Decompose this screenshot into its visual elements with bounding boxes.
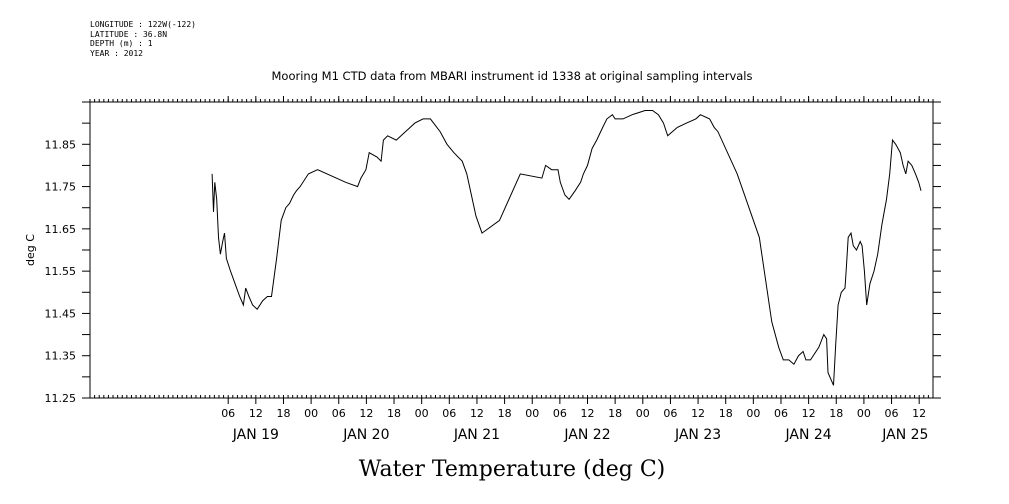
- x-tick-label: 18: [276, 407, 290, 420]
- x-tick-label: 00: [636, 407, 650, 420]
- x-tick-label: 12: [470, 407, 484, 420]
- x-tick-label: 12: [691, 407, 705, 420]
- y-tick-label: 11.75: [45, 181, 77, 194]
- x-axis-label: Water Temperature (deg C): [359, 457, 666, 482]
- x-day-label: JAN 24: [785, 427, 832, 443]
- x-tick-label: 06: [442, 407, 456, 420]
- x-tick-label: 18: [608, 407, 622, 420]
- x-day-label: JAN 21: [453, 427, 500, 443]
- x-tick-label: 06: [221, 407, 235, 420]
- y-tick-label: 11.65: [45, 223, 77, 236]
- x-tick-label: 00: [304, 407, 318, 420]
- x-tick-label: 00: [525, 407, 539, 420]
- x-tick-label: 06: [332, 407, 346, 420]
- y-tick-label: 11.25: [45, 392, 77, 405]
- plot-frame: [89, 101, 934, 399]
- x-tick-label: 06: [774, 407, 788, 420]
- x-day-label: JAN 25: [881, 427, 928, 443]
- latitude-text: LATITUDE : 36.8N: [90, 29, 168, 39]
- x-day-label: JAN 23: [674, 427, 721, 443]
- x-tick-label: 12: [912, 407, 926, 420]
- axis-ticks: [82, 96, 941, 404]
- year-text: YEAR : 2012: [90, 48, 143, 58]
- x-tick-label: 06: [885, 407, 899, 420]
- x-day-label: JAN 19: [232, 427, 279, 443]
- x-tick-label: 12: [249, 407, 263, 420]
- x-tick-label: 00: [857, 407, 871, 420]
- x-tick-label: 06: [663, 407, 677, 420]
- x-tick-label: 06: [553, 407, 567, 420]
- x-day-label: JAN 22: [563, 427, 610, 443]
- y-tick-label: 11.55: [45, 265, 77, 278]
- x-tick-label: 12: [802, 407, 816, 420]
- series-line: [211, 110, 922, 386]
- x-tick-label: 00: [415, 407, 429, 420]
- x-tick-label: 12: [359, 407, 373, 420]
- y-tick-label: 11.45: [45, 307, 77, 320]
- metadata-block: LONGITUDE : 122W(-122) LATITUDE : 36.8N …: [90, 20, 196, 58]
- axis-tick-labels: 06 12 18 00 06 12 18 00 06 12 18 00 06 12 18 00 06 12 18 00…: [45, 138, 929, 443]
- y-axis-label: deg C: [24, 234, 37, 266]
- x-tick-label: 18: [387, 407, 401, 420]
- y-tick-label: 11.85: [45, 138, 77, 151]
- depth-text: DEPTH (m) : 1: [90, 39, 153, 48]
- x-tick-label: 18: [719, 407, 733, 420]
- chart-title: Mooring M1 CTD data from MBARI instrumen…: [272, 69, 753, 83]
- x-tick-label: 18: [498, 407, 512, 420]
- x-tick-label: 00: [746, 407, 760, 420]
- x-tick-label: 18: [829, 407, 843, 420]
- y-tick-label: 11.35: [45, 350, 77, 363]
- longitude-text: LONGITUDE : 122W(-122): [90, 20, 196, 29]
- x-day-label: JAN 20: [342, 427, 389, 443]
- x-tick-label: 12: [581, 407, 595, 420]
